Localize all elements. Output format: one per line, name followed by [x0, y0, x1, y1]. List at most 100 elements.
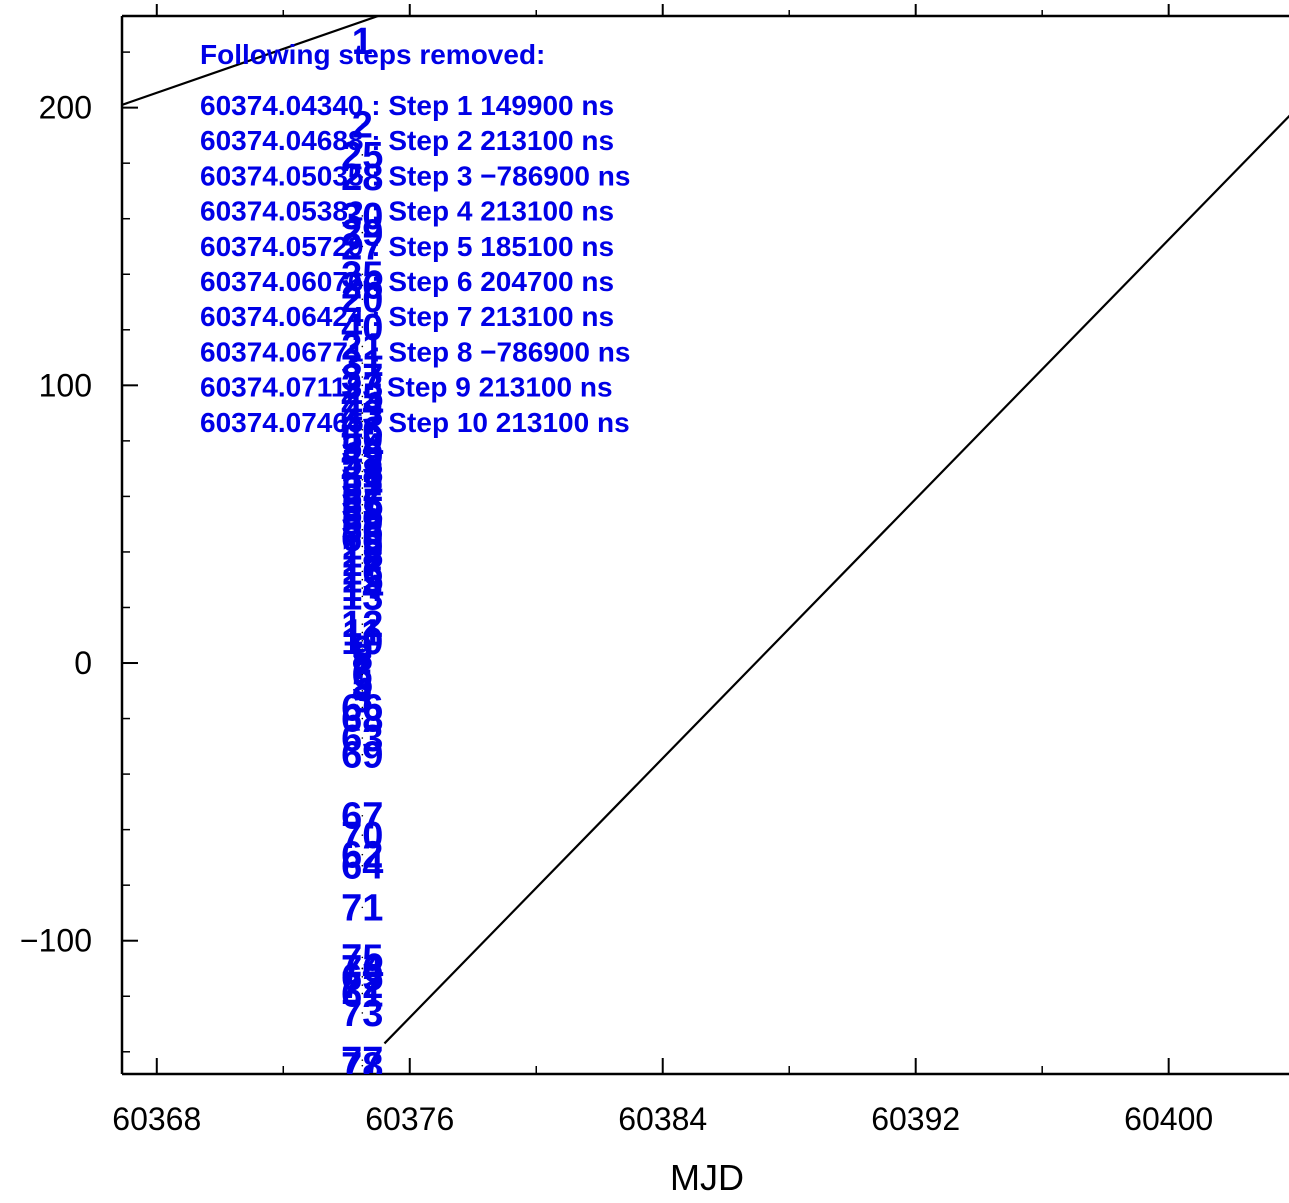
data-point: [361, 412, 364, 414]
point-label: 21: [341, 326, 383, 368]
point-label: 74: [341, 948, 383, 990]
point-label: 28: [341, 157, 383, 199]
data-point: [361, 362, 364, 364]
data-point: [361, 689, 364, 692]
point-label: 65: [341, 957, 383, 999]
data-point: [361, 445, 364, 448]
y-tick-labels: −100 0 100 200: [20, 90, 92, 959]
point-label: 76: [341, 948, 383, 990]
point-label: 3: [352, 679, 373, 721]
point-label: 14: [341, 568, 383, 610]
data-point: [361, 376, 364, 378]
point-label: 6: [352, 654, 373, 696]
y-tick-label: 0: [74, 645, 92, 681]
data-point: [361, 437, 364, 439]
data-point: [361, 345, 364, 348]
series-line: [122, 16, 379, 106]
point-label: 78: [341, 1046, 383, 1088]
data-point: [361, 753, 364, 756]
data-point: [361, 40, 364, 42]
point-label: 77: [341, 1040, 383, 1082]
point-label: 73: [341, 993, 383, 1035]
point-label: 20: [341, 279, 383, 321]
data-point: [361, 570, 364, 573]
data-point: [361, 681, 364, 684]
point-label: 16: [341, 551, 383, 593]
x-tick-label: 60392: [871, 1101, 960, 1137]
point-label: 58: [341, 493, 383, 535]
point-label: 72: [341, 965, 383, 1007]
point-label: 10: [341, 621, 383, 663]
point-label: 26: [341, 265, 383, 307]
data-point: [361, 853, 364, 856]
x-axis-label: MJD: [670, 1157, 744, 1198]
point-label: 46: [341, 410, 383, 452]
data-point: [361, 403, 364, 406]
data-point: [361, 462, 364, 464]
point-label: 15: [341, 560, 383, 602]
step-line: 60374.04688 : Step 2 213100 ns: [200, 125, 614, 156]
data-point: [361, 215, 364, 217]
point-label: 44: [341, 385, 383, 427]
data-point: [361, 640, 364, 642]
data-point: [361, 578, 364, 581]
data-point: [361, 656, 364, 659]
point-label: 75: [341, 937, 383, 979]
data-point: [361, 284, 364, 287]
data-point: [361, 706, 364, 709]
data-point: [361, 834, 364, 836]
data-point: [361, 154, 364, 156]
annotation-header: Following steps removed:: [200, 39, 545, 70]
step-line: 60374.07118 : Step 9 213100 ns: [200, 372, 613, 403]
series-line: [383, 114, 1289, 1045]
data-point: [361, 273, 364, 276]
point-label: 67: [341, 796, 383, 838]
data-point: [361, 717, 364, 720]
data-point: [361, 992, 364, 995]
point-label: 45: [341, 376, 383, 418]
point-label: 70: [341, 815, 383, 857]
point-label: 2: [352, 104, 373, 146]
data-point: [361, 420, 364, 423]
point-label: 71: [341, 887, 383, 929]
x-tick-label: 60376: [365, 1101, 454, 1137]
data-point: [361, 664, 364, 667]
point-label: 52: [341, 468, 383, 510]
y-tick-label: 200: [39, 90, 92, 126]
data-point: [361, 470, 364, 473]
axes-frame: [120, 14, 1289, 1076]
data-point: [361, 395, 364, 398]
data-point: [361, 123, 364, 126]
data-point: [361, 1012, 364, 1014]
data-point: [361, 298, 364, 301]
data-point: [361, 1064, 364, 1067]
step-line: 60374.06076 : Step 6 204700 ns: [200, 266, 614, 297]
point-label: 13: [341, 576, 383, 618]
point-label: 5: [352, 662, 373, 704]
data-point: [361, 495, 364, 498]
data-point: [361, 623, 364, 625]
data-point: [361, 487, 364, 489]
point-label: 62: [341, 835, 383, 877]
point-label: 7: [352, 646, 373, 688]
point-label: 12: [341, 604, 383, 646]
step-annotation: Following steps removed: 60374.04340 : S…: [200, 39, 630, 438]
step-line: 60374.04340 : Step 1 149900 ns: [200, 90, 614, 121]
data-point: [361, 906, 364, 909]
step-line: 60374.07465 : Step 10 213100 ns: [200, 407, 630, 438]
point-label: 25: [341, 135, 383, 177]
x-tick-label: 60384: [618, 1101, 707, 1137]
point-label: 47: [341, 401, 383, 443]
point-label: 37: [341, 357, 383, 399]
point-label: 59: [341, 501, 383, 543]
data-point: [361, 864, 364, 867]
data-point: [361, 176, 364, 178]
data-point: [361, 1059, 364, 1061]
data-point: [361, 956, 364, 959]
point-label: 40: [341, 307, 383, 349]
data-point: [361, 384, 364, 387]
data-point: [361, 537, 364, 539]
ticks: [122, 4, 1170, 1074]
point-label: 30: [341, 196, 383, 238]
data-point: [361, 562, 364, 564]
